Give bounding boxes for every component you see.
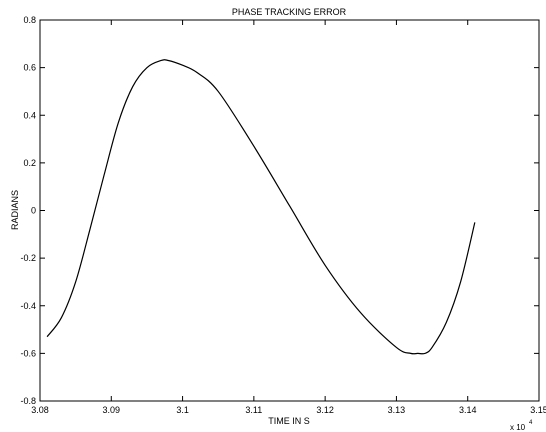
x-multiplier-label: x 10 (510, 423, 526, 432)
x-axis-label: TIME IN S (268, 416, 310, 426)
y-tick-label: -0.2 (20, 253, 36, 263)
y-ticks: -0.8 -0.6 -0.4 -0.2 0 0.2 0.4 0.6 0.8 (20, 15, 539, 406)
y-tick-label: 0.6 (23, 63, 36, 73)
series-line (46, 59, 476, 355)
x-ticks: 3.08 3.09 3.1 3.11 3.12 3.13 3.14 3.15 (31, 20, 546, 415)
y-tick-label: 0.8 (23, 15, 36, 25)
x-tick-label: 3.15 (530, 405, 546, 415)
y-tick-label: -0.8 (20, 396, 36, 406)
x-tick-label: 3.08 (31, 405, 49, 415)
y-axis-label: RADIANS (10, 190, 20, 230)
x-tick-label: 3.14 (459, 405, 477, 415)
y-tick-label: -0.4 (20, 301, 36, 311)
x-tick-label: 3.09 (103, 405, 121, 415)
chart-title: PHASE TRACKING ERROR (232, 7, 347, 17)
x-tick-label: 3.12 (316, 405, 334, 415)
y-tick-label: 0 (31, 206, 36, 216)
y-tick-label: -0.6 (20, 348, 36, 358)
y-tick-label: 0.2 (23, 158, 36, 168)
y-tick-label: 0.4 (23, 110, 36, 120)
x-tick-label: 3.1 (176, 405, 189, 415)
x-tick-label: 3.13 (388, 405, 406, 415)
x-tick-label: 3.11 (245, 405, 262, 415)
x-multiplier-exponent: 4 (529, 420, 533, 426)
